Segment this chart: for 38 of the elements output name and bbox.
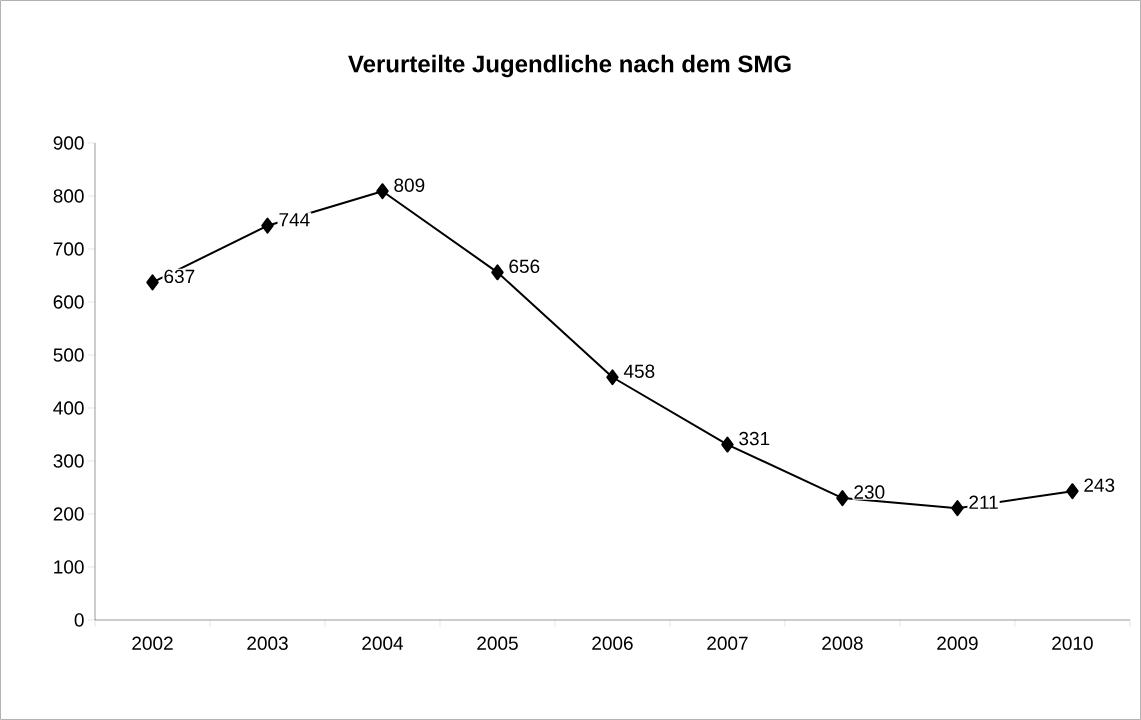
x-tick-label: 2008 [822,636,863,650]
point [721,436,734,453]
data-label: 243 [1084,478,1115,492]
y-tick-label: 0 [74,613,84,627]
x-tick-label: 2002 [132,636,173,650]
y-tick-label: 100 [54,560,84,574]
data-label: 637 [164,269,195,284]
y-tick-label: 800 [53,189,84,203]
y-tick-label: 300 [53,454,84,468]
point [836,490,849,507]
chart-title: Verurteilte Jugendliche nach dem SMG [348,54,791,78]
data-label: 744 [279,213,310,227]
data-label: 656 [509,259,540,274]
point [1066,483,1079,500]
x-tick-label: 2004 [362,636,404,650]
y-tick-label: 600 [53,295,84,309]
x-tick-label: 2006 [592,636,633,650]
y-tick-label: 200 [53,507,84,521]
point [146,274,159,291]
point [606,369,619,386]
data-label: 458 [623,364,655,378]
y-tick-label: 700 [53,242,84,256]
data-label: 331 [739,431,770,446]
x-tick-label: 2007 [707,636,748,650]
point [261,217,274,234]
y-tick-label: 500 [53,348,84,362]
data-label: 230 [854,485,885,499]
data-label: 809 [394,178,425,192]
x-tick-label: 2010 [1052,636,1093,650]
point [376,183,389,200]
x-tick-label: 2003 [247,636,288,650]
point [951,500,964,517]
x-tick-label: 2005 [477,636,518,650]
y-tick-label: 400 [53,401,84,415]
y-tick-label: 900 [53,136,84,150]
x-tick-label: 2009 [937,636,978,650]
data-label: 211 [969,495,998,509]
point [491,264,504,281]
